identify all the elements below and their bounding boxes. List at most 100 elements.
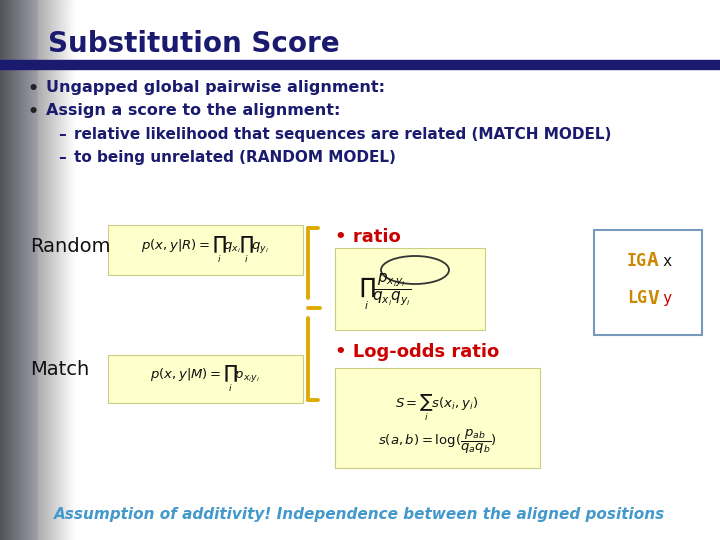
Text: • ratio: • ratio xyxy=(335,228,401,246)
Bar xyxy=(16,0,17,540)
Bar xyxy=(11,0,12,540)
Text: Assign a score to the alignment:: Assign a score to the alignment: xyxy=(46,103,341,118)
Bar xyxy=(9,0,10,540)
Bar xyxy=(27,0,28,540)
Bar xyxy=(37,0,38,540)
Bar xyxy=(54,0,55,540)
Text: $S=\sum_i s(x_i,y_i)$: $S=\sum_i s(x_i,y_i)$ xyxy=(395,393,479,423)
Bar xyxy=(25,0,26,540)
Text: A: A xyxy=(647,252,659,271)
Bar xyxy=(32,0,33,540)
Bar xyxy=(21,0,22,540)
Bar xyxy=(56,0,57,540)
Bar xyxy=(70,0,71,540)
Text: Substitution Score: Substitution Score xyxy=(48,30,340,58)
Bar xyxy=(64,0,65,540)
Bar xyxy=(49,0,50,540)
Text: $s(a,b)=\log(\dfrac{p_{ab}}{q_a q_b})$: $s(a,b)=\log(\dfrac{p_{ab}}{q_a q_b})$ xyxy=(377,428,497,456)
Bar xyxy=(5,0,6,540)
Bar xyxy=(1,0,2,540)
Bar xyxy=(7,0,8,540)
Bar xyxy=(65,0,66,540)
Bar xyxy=(30,0,31,540)
Bar xyxy=(51,0,52,540)
Text: Assumption of additivity! Independence between the aligned positions: Assumption of additivity! Independence b… xyxy=(55,508,665,523)
Bar xyxy=(8,0,9,540)
Bar xyxy=(13,0,14,540)
Text: $p(x,y|R)=\prod_i q_{x_i}\prod_i q_{y_i}$: $p(x,y|R)=\prod_i q_{x_i}\prod_i q_{y_i}… xyxy=(141,235,269,265)
Text: $\prod_i \dfrac{p_{x_i y_i}}{q_{x_i} q_{y_i}}$: $\prod_i \dfrac{p_{x_i y_i}}{q_{x_i} q_{… xyxy=(359,272,411,313)
Bar xyxy=(46,0,47,540)
Bar xyxy=(2,0,3,540)
Bar xyxy=(63,0,64,540)
Bar xyxy=(69,0,70,540)
Bar xyxy=(40,0,41,540)
Bar xyxy=(18,0,19,540)
Bar xyxy=(22,0,23,540)
Bar xyxy=(55,0,56,540)
Bar xyxy=(108,355,303,403)
Bar xyxy=(20,0,21,540)
Text: Match: Match xyxy=(30,360,89,379)
Bar xyxy=(53,0,54,540)
Text: Ungapped global pairwise alignment:: Ungapped global pairwise alignment: xyxy=(46,80,385,95)
Bar xyxy=(50,0,51,540)
Bar xyxy=(10,0,11,540)
Text: • Log-odds ratio: • Log-odds ratio xyxy=(335,343,499,361)
Text: to being unrelated (RANDOM MODEL): to being unrelated (RANDOM MODEL) xyxy=(74,150,396,165)
Bar xyxy=(41,0,42,540)
Bar xyxy=(23,0,24,540)
Text: y: y xyxy=(662,291,671,306)
Text: IG: IG xyxy=(627,252,647,270)
Text: –: – xyxy=(58,150,66,165)
Bar xyxy=(57,0,58,540)
Bar xyxy=(44,0,45,540)
Bar xyxy=(12,0,13,540)
Text: $p(x,y|M)=\prod_i p_{x_i y_i}$: $p(x,y|M)=\prod_i p_{x_i y_i}$ xyxy=(150,364,260,394)
Bar xyxy=(58,0,59,540)
Bar xyxy=(38,0,39,540)
Bar xyxy=(6,0,7,540)
Bar xyxy=(45,0,46,540)
Bar xyxy=(66,0,67,540)
Bar xyxy=(26,0,27,540)
Bar xyxy=(594,230,702,335)
Text: •: • xyxy=(28,80,39,98)
Bar xyxy=(33,0,34,540)
Bar xyxy=(68,0,69,540)
Bar xyxy=(61,0,62,540)
Text: LG: LG xyxy=(627,289,647,307)
Bar xyxy=(108,225,303,275)
Bar xyxy=(43,0,44,540)
Bar xyxy=(335,368,540,468)
Text: Random: Random xyxy=(30,237,110,256)
Bar xyxy=(4,0,5,540)
Bar xyxy=(35,0,36,540)
Bar xyxy=(34,0,35,540)
Bar xyxy=(17,0,18,540)
Bar xyxy=(3,0,4,540)
Text: –: – xyxy=(58,127,66,142)
Bar xyxy=(60,0,61,540)
Bar xyxy=(28,0,29,540)
Bar xyxy=(42,0,43,540)
Bar xyxy=(52,0,53,540)
Bar xyxy=(59,0,60,540)
Bar xyxy=(24,0,25,540)
Bar xyxy=(48,0,49,540)
Bar xyxy=(0,0,1,540)
Bar xyxy=(14,0,15,540)
Bar xyxy=(29,0,30,540)
Bar xyxy=(0,60,720,69)
Bar xyxy=(72,0,73,540)
Text: relative likelihood that sequences are related (MATCH MODEL): relative likelihood that sequences are r… xyxy=(74,127,611,142)
Bar xyxy=(74,0,75,540)
Text: V: V xyxy=(647,288,659,307)
Bar xyxy=(67,0,68,540)
Text: •: • xyxy=(28,103,39,121)
Bar xyxy=(47,0,48,540)
Bar xyxy=(71,0,72,540)
Bar xyxy=(62,0,63,540)
Bar xyxy=(335,248,485,330)
Bar xyxy=(73,0,74,540)
